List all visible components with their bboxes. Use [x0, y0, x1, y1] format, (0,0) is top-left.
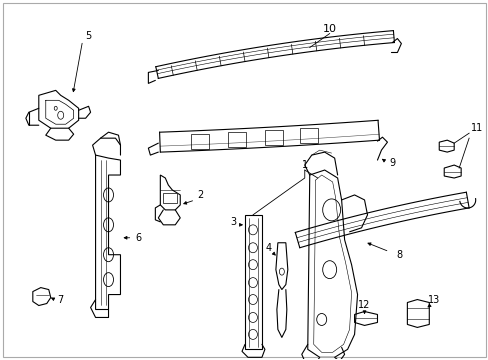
Text: 5: 5	[85, 31, 92, 41]
Text: 7: 7	[58, 294, 64, 305]
Text: 2: 2	[197, 190, 203, 200]
Text: 9: 9	[388, 158, 395, 168]
Text: 12: 12	[358, 300, 370, 310]
Text: 13: 13	[427, 294, 440, 305]
Bar	[244, 215, 262, 349]
Text: 10: 10	[322, 24, 336, 33]
Bar	[163, 193, 177, 203]
Text: 4: 4	[265, 243, 271, 253]
Text: 3: 3	[229, 217, 236, 227]
Text: 8: 8	[396, 250, 402, 260]
Text: 1: 1	[301, 160, 307, 170]
Text: 6: 6	[135, 233, 141, 243]
Text: 11: 11	[470, 123, 482, 133]
